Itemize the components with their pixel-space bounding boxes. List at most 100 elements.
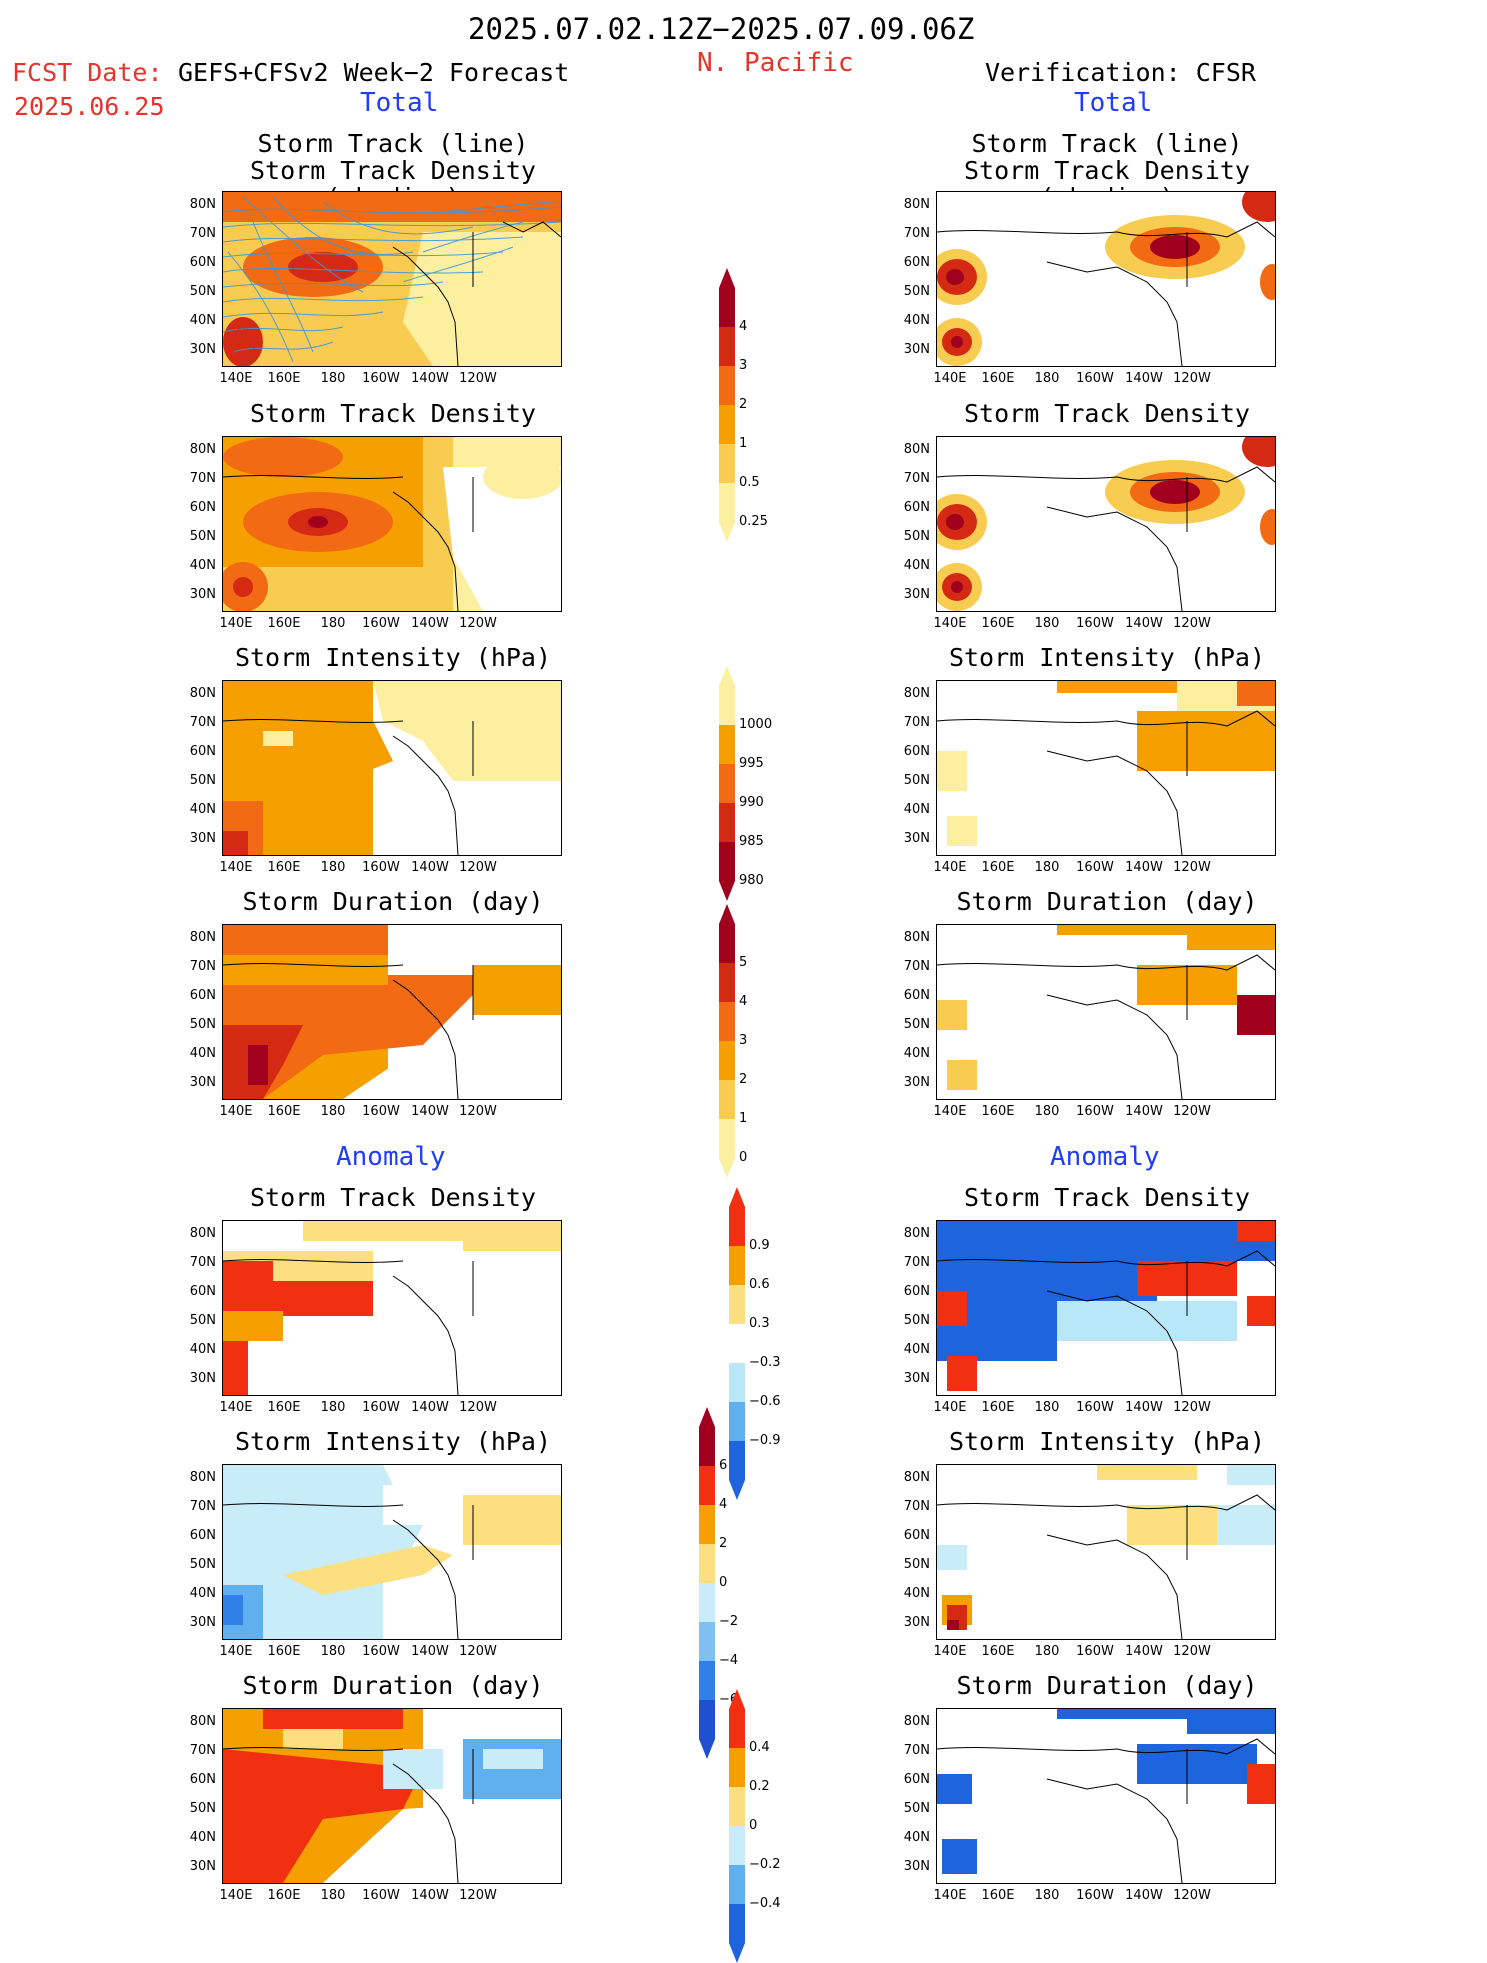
colorbar-label: 1 [739, 1111, 748, 1126]
lon-tick-label: 160W [1076, 371, 1114, 386]
lon-tick-label: 120W [1173, 371, 1211, 386]
lon-tick-label: 140W [1125, 371, 1163, 386]
map-left-density [222, 436, 562, 612]
colorbar-segment [729, 1441, 745, 1480]
colorbar-label: −0.2 [749, 1857, 781, 1872]
left-track-title-1: Storm Track (line) [257, 129, 529, 158]
lon-tick-label: 160E [267, 616, 301, 631]
lon-tick-label: 140E [933, 1104, 967, 1119]
lat-tick-label: 50N [903, 1017, 930, 1032]
colorbar-segment [729, 1709, 745, 1748]
lon-tick-label: 140W [1125, 1400, 1163, 1415]
right-track-title-1: Storm Track (line) [971, 129, 1243, 158]
map-left-anom-intensity [222, 1464, 562, 1640]
colorbar-segment [729, 1363, 745, 1402]
colorbar-label: 3 [739, 358, 748, 373]
colorbar-segment [719, 1119, 735, 1158]
colorbar-segment [719, 1041, 735, 1080]
colorbar-segment [719, 842, 735, 881]
lon-tick-label: 180 [320, 616, 346, 631]
colorbar-segment [729, 1402, 745, 1441]
colorbar-top-arrow [719, 268, 735, 288]
lon-tick-label: 140E [219, 1400, 253, 1415]
right-intensity-title: Storm Intensity (hPa) [948, 643, 1266, 672]
colorbar-segment [719, 963, 735, 1002]
lon-tick-label: 160W [362, 1104, 400, 1119]
lon-tick-label: 180 [320, 1104, 346, 1119]
lon-tick-label: 140E [219, 371, 253, 386]
lat-tick-label: 60N [903, 988, 930, 1003]
lat-tick-label: 70N [189, 226, 216, 241]
colorbar-segment [729, 1787, 745, 1826]
colorbar-label: −4 [719, 1653, 739, 1668]
colorbar-label: 4 [739, 319, 748, 334]
colorbar-label: 980 [739, 873, 764, 888]
anomaly-label-left: Anomaly [336, 1142, 446, 1172]
lat-tick-label: 80N [903, 930, 930, 945]
lon-tick-label: 160E [981, 860, 1015, 875]
colorbar-segment [699, 1466, 715, 1505]
map-right-anom-duration [936, 1708, 1276, 1884]
colorbar-label: 0.25 [739, 514, 768, 529]
map-left-anom-duration [222, 1708, 562, 1884]
colorbar-bottom-arrow [729, 1480, 745, 1500]
lat-tick-label: 40N [903, 313, 930, 328]
lon-tick-label: 140W [411, 371, 449, 386]
colorbar-label: −2 [719, 1614, 739, 1629]
colorbar-top-arrow [729, 1689, 745, 1709]
lon-tick-label: 140E [219, 616, 253, 631]
colorbar-segment [729, 1748, 745, 1787]
colorbar-label: −0.4 [749, 1896, 781, 1911]
total-label-right: Total [1074, 88, 1153, 118]
colorbar-segment [719, 1080, 735, 1119]
lon-tick-label: 160E [981, 371, 1015, 386]
lon-tick-label: 120W [1173, 1888, 1211, 1903]
lat-tick-label: 70N [189, 471, 216, 486]
colorbar-label: 990 [739, 795, 764, 810]
lat-tick-label: 70N [903, 1499, 930, 1514]
right-anom-density-title: Storm Track Density [964, 1183, 1250, 1212]
lat-tick-label: 40N [189, 1342, 216, 1357]
lat-tick-label: 30N [189, 1075, 216, 1090]
right-anom-duration-title: Storm Duration (day) [956, 1671, 1258, 1700]
lon-tick-label: 160W [362, 1400, 400, 1415]
lat-tick-label: 80N [189, 686, 216, 701]
colorbar-segment [699, 1427, 715, 1466]
lat-tick-label: 70N [189, 715, 216, 730]
lat-tick-label: 40N [189, 1046, 216, 1061]
lon-tick-label: 160W [1076, 616, 1114, 631]
lat-tick-label: 80N [189, 442, 216, 457]
left-density-title: Storm Track Density [250, 399, 536, 428]
lat-tick-label: 50N [903, 1557, 930, 1572]
colorbar-label: 6 [719, 1458, 728, 1473]
left-intensity-title: Storm Intensity (hPa) [234, 643, 552, 672]
lat-tick-label: 30N [903, 1371, 930, 1386]
right-duration-title: Storm Duration (day) [956, 887, 1258, 916]
lat-tick-label: 60N [903, 744, 930, 759]
lat-tick-label: 60N [189, 1772, 216, 1787]
lat-tick-label: 80N [903, 1714, 930, 1729]
colorbar-label: 2 [739, 397, 748, 412]
lat-tick-label: 60N [189, 500, 216, 515]
colorbar-segment [719, 444, 735, 483]
date-range-title: 2025.07.02.12Z−2025.07.09.06Z [468, 12, 975, 46]
lat-tick-label: 50N [903, 773, 930, 788]
lon-tick-label: 160W [362, 1888, 400, 1903]
lon-tick-label: 120W [459, 860, 497, 875]
map-right-anom-density [936, 1220, 1276, 1396]
lon-tick-label: 160W [362, 616, 400, 631]
lon-tick-label: 180 [320, 1400, 346, 1415]
colorbar-segment [719, 686, 735, 725]
lon-tick-label: 160E [267, 1644, 301, 1659]
verification-label: Verification: CFSR [985, 58, 1256, 87]
lat-tick-label: 80N [189, 1226, 216, 1241]
lat-tick-label: 40N [903, 558, 930, 573]
lon-tick-label: 140E [933, 860, 967, 875]
colorbar-segment [699, 1544, 715, 1583]
colorbar-label: 1000 [739, 717, 773, 732]
lat-tick-label: 80N [189, 197, 216, 212]
colorbar-top-arrow [719, 666, 735, 686]
lon-tick-label: 160E [267, 1888, 301, 1903]
colorbar-label: 0.2 [749, 1779, 770, 1794]
lat-tick-label: 30N [903, 342, 930, 357]
